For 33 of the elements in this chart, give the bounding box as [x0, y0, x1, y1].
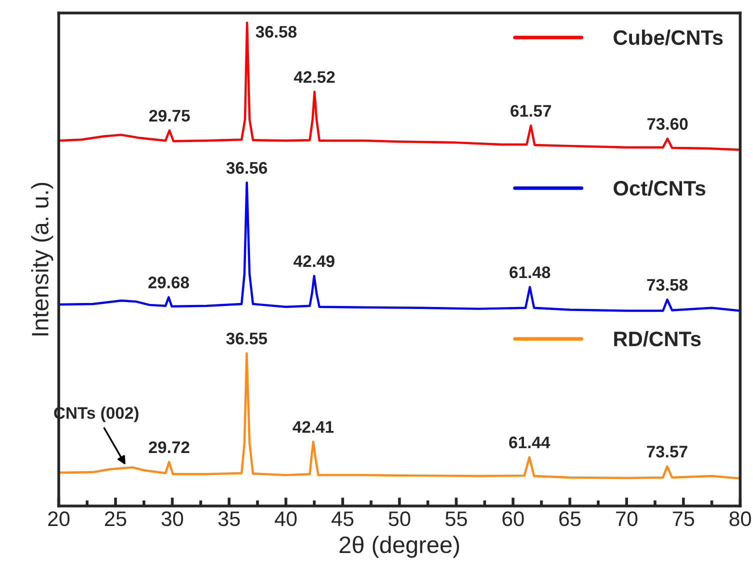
annotation: 36.55 [226, 332, 268, 344]
legend-label: Oct/CNTs [614, 180, 706, 196]
annotation: 73.60 [647, 118, 688, 130]
x-tick-label: 25 [104, 511, 126, 526]
annotation: 61.44 [509, 436, 550, 448]
x-tick-label: 65 [559, 511, 581, 526]
annotation: 36.58 [256, 26, 297, 38]
x-tick-label: 50 [388, 511, 410, 526]
annotation: 29.72 [148, 441, 190, 454]
x-tick-label: 75 [672, 512, 694, 526]
annotation: 29.75 [149, 110, 190, 122]
annotation: 36.56 [226, 162, 268, 174]
annotation: 29.68 [148, 276, 190, 288]
annotation: 42.41 [292, 421, 334, 433]
annotation: 73.58 [647, 278, 688, 291]
x-tick-label: 45 [332, 512, 354, 526]
legend-label: RD/CNTs [614, 331, 701, 347]
x-tick-label: 35 [218, 511, 240, 526]
annotation: 73.57 [647, 446, 688, 458]
x-tick-label: 80 [730, 511, 751, 526]
x-tick-label: 20 [48, 511, 70, 526]
annotation: 61.48 [510, 266, 550, 278]
legend-label: Cube/CNTs [614, 30, 723, 46]
x-tick-label: 30 [162, 511, 184, 526]
x-tick-label: 40 [274, 511, 297, 526]
y-axis-title: Intensity (a. u.) [31, 182, 54, 336]
annotation: 42.52 [294, 71, 335, 83]
annotation: 42.49 [294, 255, 334, 268]
x-tick-label: 70 [616, 511, 638, 526]
x-axis-title: 2θ (degree) [340, 536, 460, 558]
x-tick-label: 60 [502, 511, 524, 526]
annotation: 61.57 [510, 104, 551, 117]
x-tick-label: 55 [446, 512, 467, 526]
